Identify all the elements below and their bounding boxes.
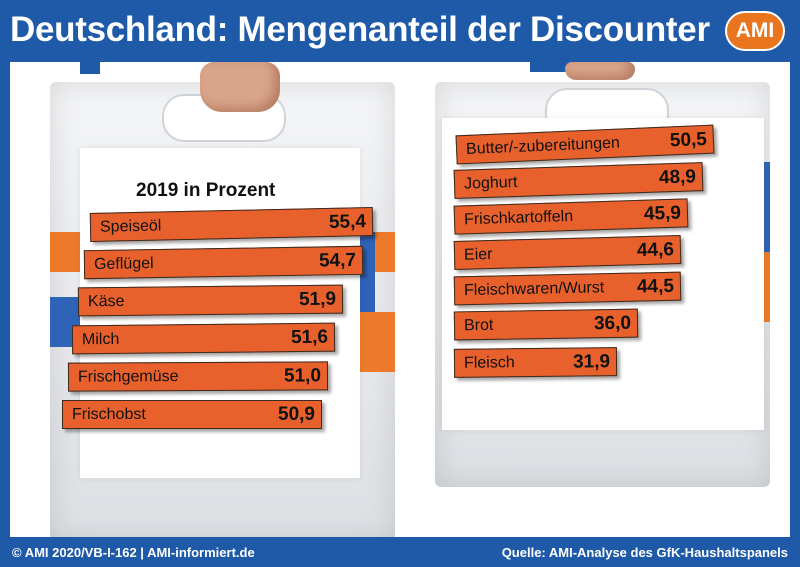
- bar: Brot 36,0: [453, 308, 639, 341]
- bar-label: Speiseöl: [99, 217, 162, 236]
- bar-value-label: 44,5: [636, 275, 675, 298]
- bar: Milch 51,6: [71, 322, 336, 355]
- page-title: Deutschland: Mengenanteil der Discounter: [10, 10, 710, 49]
- bar-value-label: 45,9: [643, 202, 682, 225]
- bar-label: Brot: [463, 316, 494, 335]
- bar-value-label: 51,0: [283, 365, 322, 387]
- bar-value-label: 51,6: [290, 326, 329, 349]
- bar-value-label: 36,0: [593, 312, 632, 335]
- hand-image: [565, 62, 635, 80]
- copyright-text: © AMI 2020/VB-I-162 | AMI-informiert.de: [12, 545, 255, 560]
- bar-label: Butter/-zubereitungen: [465, 134, 621, 158]
- bar-value-label: 55,4: [328, 211, 367, 233]
- bar-label: Joghurt: [463, 173, 518, 193]
- bar-label: Frischkartoffeln: [463, 207, 574, 229]
- sleeve-decoration: [80, 62, 100, 74]
- hand-image: [200, 62, 280, 112]
- bar-value-label: 44,6: [636, 239, 675, 262]
- bar-label: Geflügel: [93, 255, 154, 274]
- bar: Speiseöl 55,4: [89, 207, 374, 242]
- bar-label: Frischobst: [72, 406, 146, 423]
- bar-label: Eier: [463, 245, 493, 264]
- bar-value-label: 50,9: [278, 404, 315, 425]
- bar-value-label: 31,9: [572, 351, 611, 373]
- bar-label: Milch: [81, 330, 120, 349]
- chart-canvas: 2019 in Prozent Speiseöl 55,4 Geflügel 54,7…: [10, 62, 790, 537]
- bar: Geflügel 54,7: [83, 245, 364, 280]
- bar: Fleisch 31,9: [453, 347, 618, 378]
- bar-label: Fleisch: [463, 354, 515, 372]
- bar-value-label: 48,9: [658, 166, 697, 189]
- ami-logo: AMI: [725, 11, 785, 51]
- bar: Frischobst 50,9: [62, 400, 322, 429]
- bar-label: Käse: [87, 292, 125, 311]
- bar: Fleischwaren/Wurst 44,5: [453, 271, 682, 306]
- bar: Frischgemüse 51,0: [67, 361, 329, 392]
- header-bar: Deutschland: Mengenanteil der Discounter…: [0, 0, 800, 62]
- chart-subtitle: 2019 in Prozent: [136, 180, 276, 201]
- bar-value-label: 54,7: [318, 249, 357, 272]
- bar: Käse 51,9: [77, 284, 344, 317]
- bar-value-label: 51,9: [298, 288, 337, 311]
- bar-label: Frischgemüse: [77, 368, 179, 386]
- source-text: Quelle: AMI-Analyse des GfK-Haushaltspan…: [501, 545, 788, 560]
- bar: Eier 44,6: [453, 235, 682, 270]
- footer-bar: © AMI 2020/VB-I-162 | AMI-informiert.de …: [0, 537, 800, 567]
- bar-label: Fleischwaren/Wurst: [463, 279, 605, 300]
- bar-value-label: 50,5: [669, 128, 708, 152]
